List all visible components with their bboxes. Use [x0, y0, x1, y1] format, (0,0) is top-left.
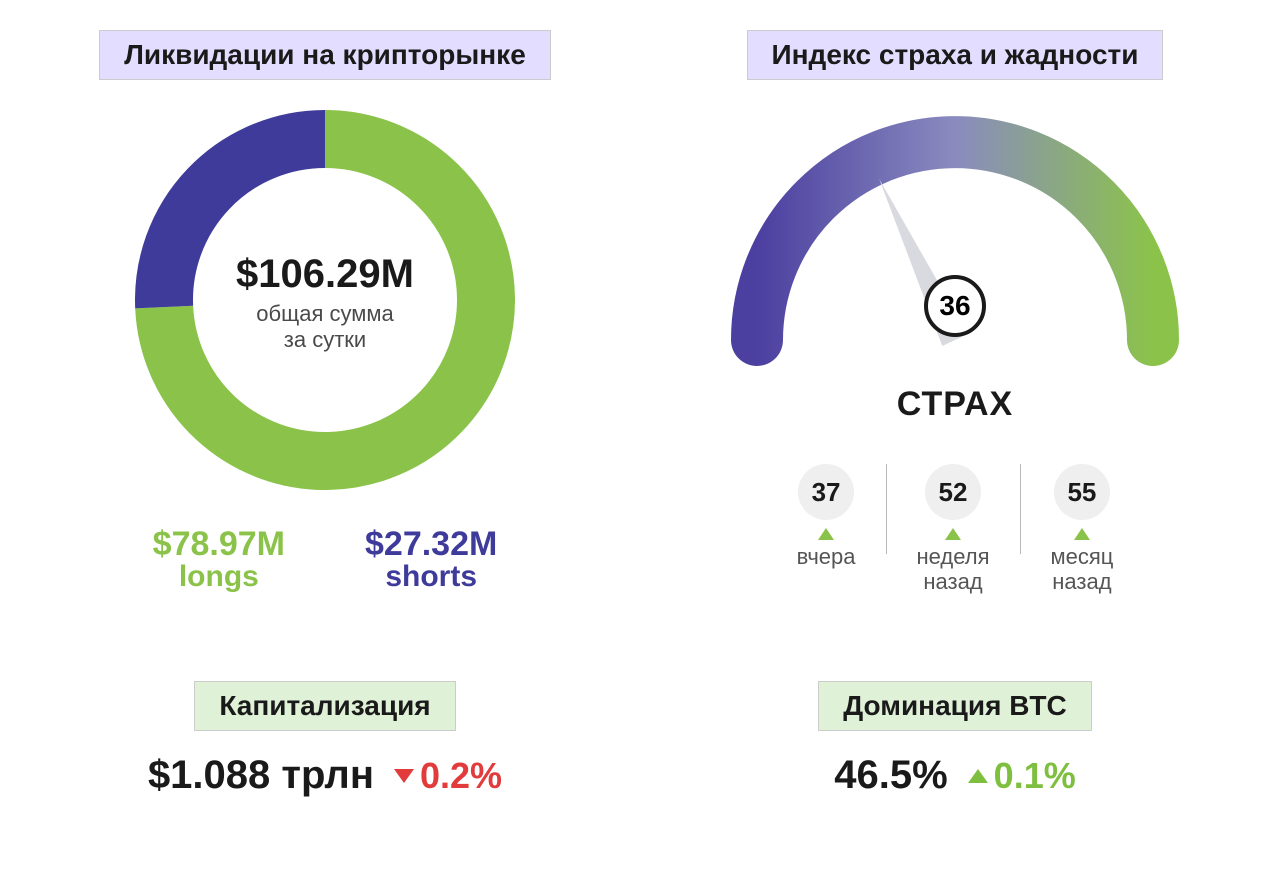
history-item: 55 месяц назад	[1021, 464, 1144, 595]
btc-dominance-title: Доминация BTC	[818, 681, 1092, 731]
market-cap-title: Капитализация	[194, 681, 455, 731]
fear-greed-panel: Индекс страха и жадности 36 СТРАХ 37 вчер…	[670, 30, 1240, 661]
btc-dominance-delta-text: 0.1%	[994, 755, 1076, 797]
shorts-label: shorts	[365, 560, 497, 594]
market-cap-panel: Капитализация $1.088 трлн 0.2%	[40, 681, 610, 865]
longs-value: $78.97M	[153, 525, 285, 564]
btc-dominance-delta: 0.1%	[968, 755, 1076, 797]
gauge-value: 36	[939, 290, 970, 322]
triangle-down-icon	[394, 769, 414, 783]
history-item: 52 неделя назад	[887, 464, 1020, 595]
shorts-value: $27.32M	[365, 525, 497, 564]
fear-greed-gauge: 36	[725, 110, 1185, 375]
history-label: месяц назад	[1051, 544, 1114, 595]
history-value-badge: 37	[798, 464, 854, 520]
fear-greed-title: Индекс страха и жадности	[747, 30, 1164, 80]
history-label: вчера	[797, 544, 856, 569]
gauge-mood-label: СТРАХ	[897, 385, 1013, 424]
liquidations-title: Ликвидации на крипторынке	[99, 30, 551, 80]
btc-dominance-panel: Доминация BTC 46.5% 0.1%	[670, 681, 1240, 865]
history-value-badge: 55	[1054, 464, 1110, 520]
triangle-up-icon	[1074, 528, 1090, 540]
history-label: неделя назад	[917, 544, 990, 595]
triangle-up-icon	[818, 528, 834, 540]
fear-greed-history: 37 вчера 52 неделя назад 55 месяц назад	[670, 464, 1240, 595]
liquidations-total-sub: общая сумма за сутки	[256, 301, 393, 354]
gauge-value-badge: 36	[924, 275, 986, 337]
market-cap-delta: 0.2%	[394, 755, 502, 797]
longs-stat: $78.97M longs	[153, 525, 285, 594]
shorts-stat: $27.32M shorts	[365, 525, 497, 594]
liquidations-total: $106.29M	[236, 252, 414, 297]
liquidations-donut: $106.29M общая сумма за сутки	[135, 110, 515, 495]
market-cap-delta-text: 0.2%	[420, 755, 502, 797]
btc-dominance-value: 46.5%	[834, 753, 947, 798]
market-cap-value: $1.088 трлн	[148, 753, 374, 798]
triangle-up-icon	[945, 528, 961, 540]
longs-label: longs	[153, 560, 285, 594]
liquidations-panel: Ликвидации на крипторынке $106.29M общая…	[40, 30, 610, 661]
history-item: 37 вчера	[767, 464, 886, 569]
history-value-badge: 52	[925, 464, 981, 520]
triangle-up-icon	[968, 769, 988, 783]
